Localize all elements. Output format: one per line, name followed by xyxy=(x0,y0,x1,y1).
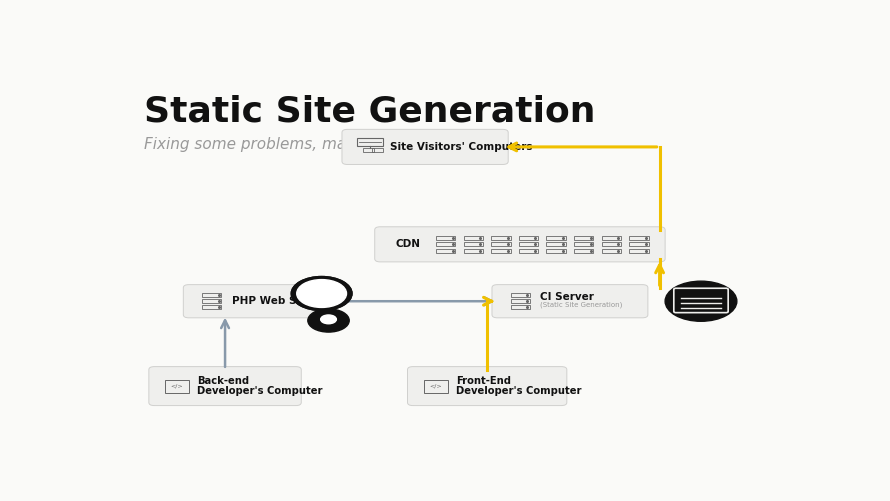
FancyBboxPatch shape xyxy=(375,227,665,262)
Circle shape xyxy=(665,281,737,321)
Text: Static Site Generation: Static Site Generation xyxy=(144,95,596,129)
Text: CI Server: CI Server xyxy=(540,292,595,302)
Text: Back-end: Back-end xyxy=(197,376,249,386)
FancyBboxPatch shape xyxy=(183,285,336,318)
FancyBboxPatch shape xyxy=(408,367,567,406)
Circle shape xyxy=(308,309,349,332)
FancyBboxPatch shape xyxy=(149,367,302,406)
Text: Site Visitors' Computers: Site Visitors' Computers xyxy=(390,142,533,152)
Text: CDN: CDN xyxy=(395,239,420,249)
Circle shape xyxy=(291,277,352,311)
Circle shape xyxy=(291,277,352,311)
Text: Fixing some problems, making new ones: Fixing some problems, making new ones xyxy=(144,137,457,152)
Text: Developer's Computer: Developer's Computer xyxy=(197,386,322,396)
FancyBboxPatch shape xyxy=(342,129,508,164)
Text: </>: </> xyxy=(171,384,183,389)
FancyBboxPatch shape xyxy=(492,285,648,318)
Circle shape xyxy=(320,315,336,324)
Text: Front-End: Front-End xyxy=(456,376,511,386)
Text: PHP Web Server: PHP Web Server xyxy=(231,296,328,306)
Text: </>: </> xyxy=(430,384,442,389)
Text: Developer's Computer: Developer's Computer xyxy=(456,386,581,396)
Circle shape xyxy=(296,280,346,308)
Polygon shape xyxy=(319,305,339,314)
Text: (Static Site Generation): (Static Site Generation) xyxy=(540,302,623,308)
Text: W: W xyxy=(309,283,334,305)
